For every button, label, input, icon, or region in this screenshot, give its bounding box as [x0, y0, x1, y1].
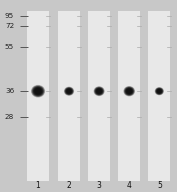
Text: 3: 3	[97, 181, 102, 190]
Ellipse shape	[97, 89, 102, 94]
Text: 1: 1	[36, 181, 40, 190]
Ellipse shape	[68, 91, 70, 92]
Text: 4: 4	[127, 181, 132, 190]
Text: 95: 95	[5, 13, 14, 19]
Ellipse shape	[64, 87, 74, 95]
Ellipse shape	[156, 88, 163, 94]
Ellipse shape	[31, 85, 45, 98]
Bar	[27, 11, 49, 181]
Ellipse shape	[64, 87, 74, 96]
Ellipse shape	[98, 90, 100, 92]
Ellipse shape	[96, 88, 103, 94]
Ellipse shape	[37, 90, 39, 92]
Bar	[118, 11, 140, 181]
Text: 36: 36	[5, 88, 14, 94]
Ellipse shape	[127, 89, 131, 93]
Ellipse shape	[98, 90, 101, 93]
Ellipse shape	[32, 85, 44, 97]
Ellipse shape	[66, 89, 72, 94]
Ellipse shape	[156, 89, 162, 94]
Ellipse shape	[67, 89, 71, 93]
Ellipse shape	[124, 87, 134, 95]
Ellipse shape	[125, 87, 133, 95]
Ellipse shape	[34, 88, 42, 95]
Ellipse shape	[129, 91, 130, 92]
Bar	[148, 11, 170, 181]
Bar	[88, 11, 110, 181]
Ellipse shape	[32, 86, 44, 96]
Ellipse shape	[127, 89, 132, 94]
Ellipse shape	[158, 90, 161, 93]
Ellipse shape	[128, 90, 130, 92]
Ellipse shape	[65, 88, 73, 95]
Text: 5: 5	[157, 181, 162, 190]
Ellipse shape	[159, 91, 160, 92]
Ellipse shape	[95, 88, 103, 95]
Ellipse shape	[68, 90, 70, 92]
Ellipse shape	[33, 87, 43, 95]
Ellipse shape	[155, 88, 164, 95]
Ellipse shape	[99, 91, 100, 92]
Ellipse shape	[36, 89, 40, 93]
Text: 28: 28	[5, 114, 14, 120]
Ellipse shape	[66, 88, 72, 94]
Ellipse shape	[125, 88, 133, 94]
Ellipse shape	[158, 90, 161, 92]
Ellipse shape	[95, 87, 104, 95]
Ellipse shape	[35, 89, 41, 94]
Text: 2: 2	[67, 181, 71, 190]
Ellipse shape	[96, 89, 102, 94]
Ellipse shape	[37, 91, 39, 92]
Ellipse shape	[123, 86, 135, 96]
Ellipse shape	[97, 89, 101, 93]
Ellipse shape	[94, 87, 104, 96]
Ellipse shape	[33, 87, 43, 96]
Ellipse shape	[157, 89, 162, 94]
Ellipse shape	[65, 88, 73, 94]
Text: 72: 72	[5, 23, 14, 29]
Ellipse shape	[156, 88, 163, 95]
Bar	[58, 11, 80, 181]
Ellipse shape	[128, 90, 131, 93]
Ellipse shape	[155, 87, 164, 95]
Ellipse shape	[124, 86, 135, 96]
Text: 55: 55	[5, 44, 14, 50]
Ellipse shape	[35, 88, 41, 94]
Ellipse shape	[67, 89, 71, 93]
Ellipse shape	[68, 90, 70, 92]
Ellipse shape	[157, 89, 161, 93]
Ellipse shape	[94, 86, 105, 96]
Ellipse shape	[126, 88, 132, 94]
Ellipse shape	[158, 90, 160, 92]
